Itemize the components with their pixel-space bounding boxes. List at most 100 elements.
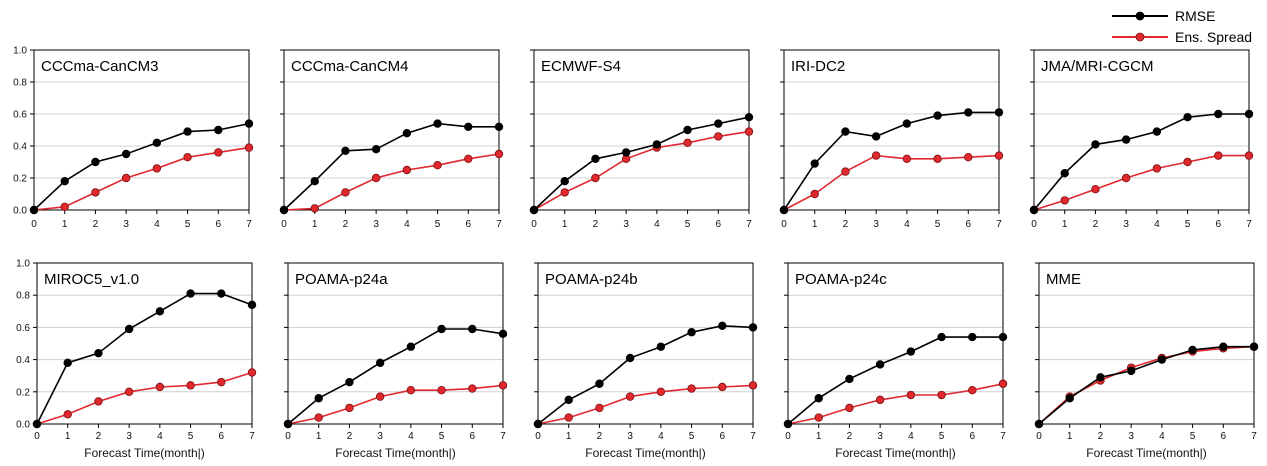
data-point [845,403,854,413]
data-point [152,164,162,173]
data-point [1183,157,1192,167]
series-ens-spread [533,381,758,429]
plot-frame [287,262,504,425]
data-point [994,151,1004,160]
data-point [375,392,385,401]
data-point [155,307,165,316]
x-tick-label: 2 [1093,219,1099,230]
data-point [406,342,416,351]
x-tick-label: 7 [1000,431,1006,442]
x-tick-label: 6 [219,431,225,442]
data-point [214,148,223,157]
data-point [683,125,692,135]
x-axis-label: Forecast Time(month|) [835,446,955,460]
data-point [341,146,350,155]
data-point [63,358,72,368]
data-point [91,157,100,167]
x-tick-label: 6 [970,431,976,442]
data-point [714,119,723,128]
data-point [433,119,442,128]
data-point [595,403,604,413]
panel-title: CCCma-CanCM3 [41,58,159,75]
data-point [841,127,850,136]
data-point [1183,112,1192,122]
x-tick-label: 4 [408,431,414,442]
data-point [183,152,192,162]
data-point [625,353,635,363]
data-point [529,205,539,215]
data-point [933,154,942,163]
x-tick-label: 3 [623,219,629,230]
x-tick-label: 7 [249,431,255,442]
x-tick-label: 1 [816,431,822,442]
panel-mme: 0 1 2 3 4 5 6 7 MME Forecast Time(month|) [1034,262,1259,460]
x-tick-label: 3 [373,219,379,230]
data-point [402,165,412,175]
data-point [1091,184,1100,194]
data-point [1091,140,1100,149]
data-point [1219,342,1228,351]
data-point [687,328,696,337]
series-line [783,111,999,211]
x-tick-label: 2 [597,431,603,442]
data-point [498,329,508,339]
y-tick-label: 1.0 [16,259,30,270]
x-tick-label: 3 [873,219,879,230]
data-point [244,143,254,152]
data-point [845,374,854,384]
data-point [1034,419,1044,429]
series-line [33,146,250,211]
panel-title: POAMA-p24c [795,271,887,288]
x-tick-label: 6 [466,219,472,230]
x-tick-label: 3 [123,219,129,230]
x-tick-label: 0 [34,431,40,442]
x-tick-label: 2 [96,431,102,442]
x-tick-label: 2 [1098,431,1104,442]
data-point [464,154,473,163]
data-point [841,167,850,176]
data-point [964,108,973,117]
data-point [683,138,692,147]
data-point [91,188,100,197]
x-tick-label: 6 [966,219,972,230]
x-tick-label: 1 [566,431,572,442]
data-point [968,385,977,395]
data-point [656,342,666,351]
data-point [468,384,477,393]
y-tick-label: 0.4 [16,355,30,366]
data-point [498,381,508,390]
series-line [287,328,504,425]
data-point [63,410,72,419]
series-line [533,116,750,211]
x-tick-label: 4 [154,219,160,230]
data-point [60,176,69,186]
x-tick-label: 0 [1031,219,1037,230]
data-point [937,332,946,342]
y-tick-label: 1.0 [13,46,27,57]
x-tick-label: 1 [1062,219,1068,230]
data-point [687,384,696,393]
data-point [124,387,134,396]
data-point [437,324,446,334]
panel-iri-dc2: 0 1 2 3 4 5 6 7 IRI-DC2 [779,49,1004,230]
series-rmse [1034,342,1259,429]
data-point [32,419,42,429]
data-point [964,152,973,162]
data-point [247,300,257,310]
data-point [968,332,977,342]
data-point [371,144,381,154]
data-point [595,379,604,388]
x-tick-label: 4 [908,431,914,442]
x-axis-label: Forecast Time(month|) [335,446,455,460]
data-point [656,387,666,396]
y-tick-label: 0.2 [16,387,30,398]
series-ens-spread [32,368,257,429]
data-point [341,188,350,197]
x-tick-label: 7 [746,219,752,230]
series-line [283,153,500,211]
data-point [564,413,573,422]
series-line [537,324,754,425]
data-point [186,289,195,298]
data-point [875,395,885,405]
data-point [283,419,293,429]
